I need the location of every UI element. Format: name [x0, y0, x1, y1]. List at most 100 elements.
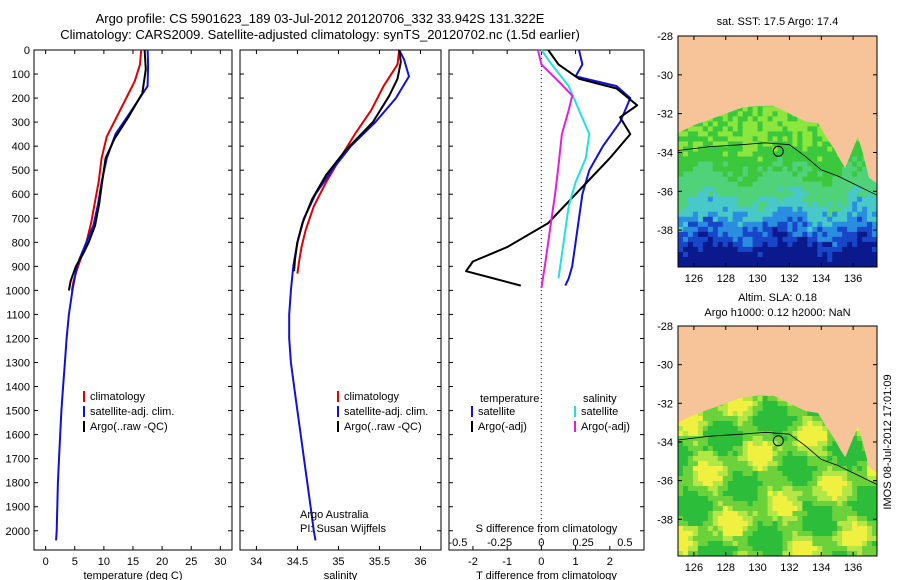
map-cell [852, 506, 858, 512]
map-cell [817, 191, 823, 198]
map-cell [682, 541, 689, 547]
map-cell [782, 466, 789, 472]
map-cell [862, 546, 868, 552]
map-cell [782, 536, 789, 542]
map-cell [862, 466, 868, 472]
map-subtitle: Argo h1000: 0.12 h2000: NaN [704, 307, 850, 319]
map-cell [727, 431, 734, 437]
map-cell [822, 176, 828, 183]
map-cell [822, 141, 828, 148]
map-cell [687, 151, 694, 158]
map-cell [692, 431, 699, 437]
map-cell [747, 181, 754, 188]
map-cell [712, 166, 719, 173]
map-cell [727, 256, 734, 263]
map-cell [722, 531, 729, 537]
map-cell [802, 226, 808, 233]
map-cell [832, 151, 838, 158]
map-cell [702, 411, 709, 417]
map-cell [732, 531, 739, 537]
map-cell [757, 451, 764, 457]
map-cell [752, 221, 759, 228]
map-cell [757, 531, 764, 537]
map-cell [687, 466, 694, 472]
map-cell [827, 251, 833, 258]
map-cell [772, 191, 779, 198]
y-tick-label: 600 [12, 189, 30, 201]
map-cell [712, 261, 719, 267]
map-cell [797, 436, 803, 442]
map-cell [847, 246, 853, 253]
map-cell [727, 546, 734, 552]
map-cell [712, 206, 719, 213]
map-cell [842, 456, 848, 462]
map-cell [862, 456, 868, 462]
y-tick-label: 1300 [6, 358, 30, 370]
map-cell [782, 251, 789, 258]
map-cell [687, 171, 694, 178]
map-cell [797, 231, 803, 238]
map-cell [727, 506, 734, 512]
map-cell [727, 236, 734, 243]
map-cell [852, 526, 858, 532]
map-cell [702, 476, 709, 482]
map-cell [742, 496, 749, 502]
map-cell [802, 496, 808, 502]
annotation: Argo Australia [300, 509, 369, 521]
map-cell [777, 201, 784, 208]
map-cell [717, 481, 724, 487]
map-cell [827, 496, 833, 502]
map-cell [732, 226, 739, 233]
map-cell [707, 506, 714, 512]
map-cell [732, 196, 739, 203]
map-cell [712, 126, 719, 133]
map-cell [812, 426, 818, 432]
map-cell [827, 196, 833, 203]
map-cell [717, 161, 724, 168]
map-cell [857, 496, 863, 502]
map-cell [792, 166, 798, 173]
map-cell [752, 481, 759, 487]
map-cell [747, 471, 754, 477]
map-field [678, 36, 877, 267]
legend-header: salinity [583, 393, 617, 405]
map-cell [772, 216, 779, 223]
map-cell [767, 111, 774, 117]
map-cell [732, 221, 739, 228]
map-cell [707, 436, 714, 442]
map-cell [812, 481, 818, 487]
map-cell [837, 521, 843, 527]
map-cell [817, 451, 823, 457]
map-cell [762, 501, 769, 507]
map-cell [692, 141, 699, 148]
map-cell [787, 531, 794, 537]
map-cell [832, 261, 838, 267]
map-cell [752, 181, 759, 188]
map-cell [702, 171, 709, 178]
map-cell [807, 181, 813, 188]
map-cell [717, 416, 724, 422]
map-cell [797, 216, 803, 223]
map-cell [747, 501, 754, 507]
map-cell [837, 186, 843, 193]
map-cell [782, 121, 789, 127]
map-cell [737, 156, 744, 163]
map-cell [767, 151, 774, 158]
map-cell [787, 251, 794, 258]
map-cell [697, 211, 704, 218]
map-cell [837, 171, 843, 178]
map-cell [767, 536, 774, 542]
map-cell [747, 161, 754, 168]
map-cell [757, 161, 764, 168]
map-cell [812, 196, 818, 203]
map-cell [697, 521, 704, 527]
map-cell [697, 476, 704, 482]
map-cell [817, 436, 823, 442]
map-cell [862, 526, 868, 532]
map-cell [742, 471, 749, 477]
map-cell [792, 516, 798, 522]
map-cell [867, 486, 873, 492]
map-cell [692, 191, 699, 198]
map-cell [857, 256, 863, 263]
map-cell [807, 186, 813, 193]
